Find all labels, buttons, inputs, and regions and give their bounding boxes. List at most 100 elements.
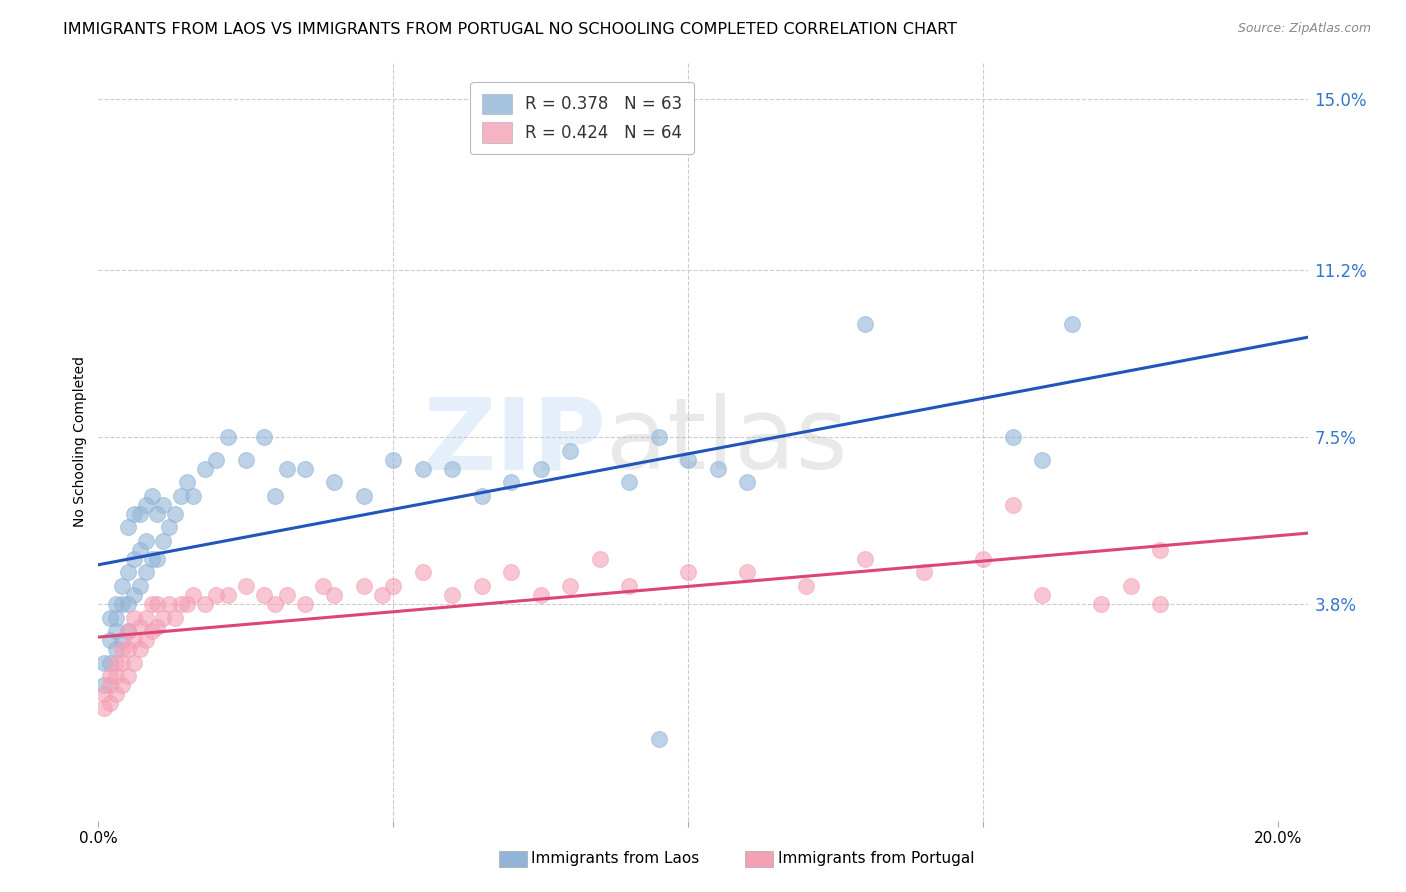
Point <box>146 597 169 611</box>
Point <box>165 507 187 521</box>
Point <box>165 610 187 624</box>
Point <box>530 588 553 602</box>
Point <box>853 552 876 566</box>
Point <box>128 542 150 557</box>
Point <box>294 461 316 475</box>
Point <box>105 610 128 624</box>
Point <box>128 642 150 657</box>
Point <box>105 642 128 657</box>
Point <box>1031 452 1053 467</box>
Point <box>117 669 139 683</box>
Point <box>98 696 121 710</box>
Point <box>530 461 553 475</box>
Point <box>128 507 150 521</box>
Point <box>217 588 239 602</box>
Point <box>93 656 115 670</box>
Point <box>117 520 139 534</box>
Point <box>122 588 145 602</box>
Point <box>235 579 257 593</box>
Point <box>353 489 375 503</box>
Text: IMMIGRANTS FROM LAOS VS IMMIGRANTS FROM PORTUGAL NO SCHOOLING COMPLETED CORRELAT: IMMIGRANTS FROM LAOS VS IMMIGRANTS FROM … <box>63 22 957 37</box>
Point <box>560 579 582 593</box>
Point <box>323 475 346 490</box>
Point <box>98 669 121 683</box>
Text: ZIP: ZIP <box>423 393 606 490</box>
Point <box>217 430 239 444</box>
Text: Immigrants from Portugal: Immigrants from Portugal <box>778 852 974 866</box>
Point <box>735 566 758 580</box>
Point <box>706 461 728 475</box>
Legend: R = 0.378   N = 63, R = 0.424   N = 64: R = 0.378 N = 63, R = 0.424 N = 64 <box>470 82 695 154</box>
Point <box>122 552 145 566</box>
Point <box>128 619 150 633</box>
Point <box>311 579 333 593</box>
Point <box>648 732 671 747</box>
Point <box>135 498 157 512</box>
Point <box>98 610 121 624</box>
Point <box>105 656 128 670</box>
Point <box>294 597 316 611</box>
Point <box>353 579 375 593</box>
Point <box>135 610 157 624</box>
Point <box>560 443 582 458</box>
Text: Source: ZipAtlas.com: Source: ZipAtlas.com <box>1237 22 1371 36</box>
Point <box>194 597 217 611</box>
Point <box>1060 317 1083 331</box>
Point <box>111 633 134 648</box>
Point <box>122 507 145 521</box>
Point <box>117 624 139 639</box>
Point <box>471 489 494 503</box>
Point <box>1001 430 1024 444</box>
Point <box>141 597 163 611</box>
Point <box>93 701 115 715</box>
Point <box>128 579 150 593</box>
Point <box>93 687 115 701</box>
Point <box>98 633 121 648</box>
Point <box>412 566 434 580</box>
Text: atlas: atlas <box>606 393 848 490</box>
Point <box>370 588 392 602</box>
Point <box>205 588 228 602</box>
Point <box>1001 498 1024 512</box>
Point <box>181 489 204 503</box>
Point <box>152 533 174 548</box>
Point <box>157 597 180 611</box>
Point <box>141 624 163 639</box>
Point <box>117 624 139 639</box>
Point <box>471 579 494 593</box>
Point <box>441 461 464 475</box>
Point <box>170 489 193 503</box>
Point <box>98 656 121 670</box>
Point <box>122 656 145 670</box>
Point <box>501 475 523 490</box>
Point <box>194 461 217 475</box>
Point <box>117 566 139 580</box>
Point <box>146 507 169 521</box>
Point <box>135 533 157 548</box>
Point <box>93 678 115 692</box>
Point <box>170 597 193 611</box>
Point <box>1149 597 1171 611</box>
Point <box>619 475 641 490</box>
Point <box>176 597 198 611</box>
Point <box>972 552 994 566</box>
Point <box>141 552 163 566</box>
Point <box>111 597 134 611</box>
Point <box>111 656 134 670</box>
Point <box>176 475 198 490</box>
Point <box>146 552 169 566</box>
Y-axis label: No Schooling Completed: No Schooling Completed <box>73 356 87 527</box>
Point <box>146 619 169 633</box>
Point <box>264 597 287 611</box>
Point <box>111 642 134 657</box>
Point <box>135 633 157 648</box>
Point <box>323 588 346 602</box>
Point <box>111 678 134 692</box>
Point <box>412 461 434 475</box>
Point <box>1119 579 1142 593</box>
Point <box>382 579 405 593</box>
Point <box>1090 597 1112 611</box>
Point <box>105 597 128 611</box>
Point <box>735 475 758 490</box>
Point <box>181 588 204 602</box>
